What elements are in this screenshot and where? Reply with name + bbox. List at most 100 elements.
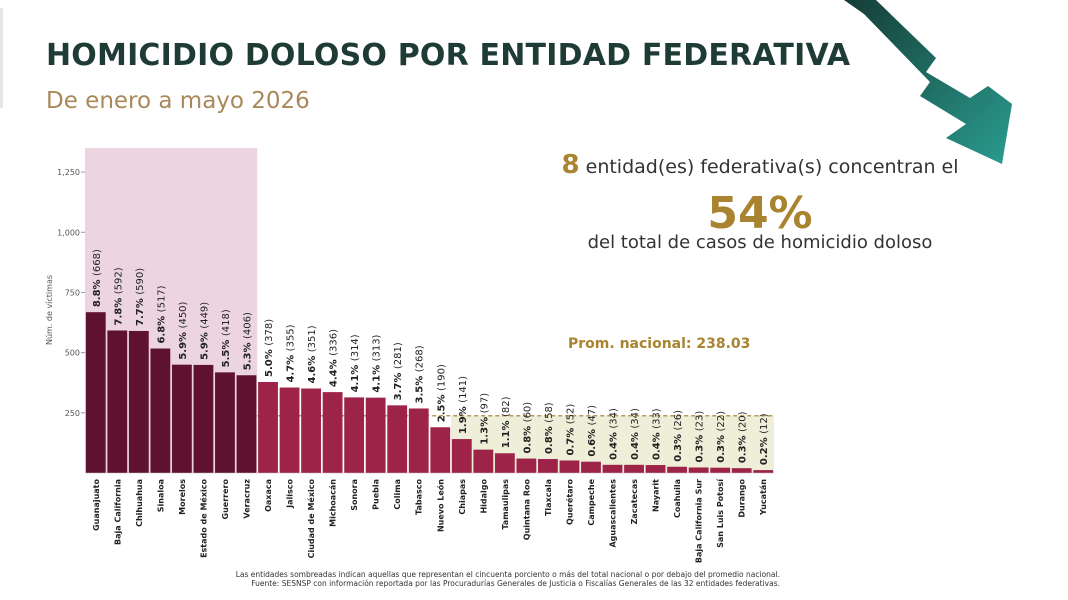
bar xyxy=(236,375,257,473)
data-label-percent: 0.8% xyxy=(544,423,555,454)
data-label-percent: 4.1% xyxy=(372,361,383,392)
data-label-count: (34) xyxy=(609,408,620,429)
bar xyxy=(645,465,666,473)
data-label-count: (355) xyxy=(286,324,297,351)
data-label: 0.8% (58) xyxy=(544,402,555,454)
data-label: 5.5% (418) xyxy=(221,309,232,367)
y-axis-label: Núm. de víctimas xyxy=(45,275,54,345)
bar xyxy=(624,464,644,473)
data-label: 4.6% (351) xyxy=(307,325,318,383)
data-label: 0.8% (60) xyxy=(522,402,533,454)
category-label: Estado de México xyxy=(198,478,208,557)
data-label-count: (281) xyxy=(393,342,404,369)
category-label: Tabasco xyxy=(415,479,424,515)
data-label-count: (406) xyxy=(242,312,253,339)
data-label-percent: 0.2% xyxy=(759,434,770,465)
summary-description: del total de casos de homicidio doloso xyxy=(587,232,933,253)
data-label: 5.3% (406) xyxy=(242,312,253,370)
category-label: San Luis Potosí xyxy=(716,478,725,548)
bar xyxy=(667,466,688,473)
category-label: Baja California xyxy=(113,479,122,545)
bar xyxy=(516,458,537,473)
data-label: 2.5% (190) xyxy=(436,364,447,422)
category-label: Sinaloa xyxy=(156,479,165,512)
page-subtitle: De enero a mayo 2026 xyxy=(46,88,310,114)
footnote-line-1: Las entidades sombreadas indican aquella… xyxy=(235,570,780,579)
left-rule xyxy=(0,8,3,108)
data-label: 8.8% (668) xyxy=(92,249,103,307)
bar xyxy=(559,460,580,473)
category-label: Quintana Roo xyxy=(522,478,531,540)
data-label-count: (592) xyxy=(113,267,124,294)
bar xyxy=(150,348,171,473)
data-label: 1.1% (82) xyxy=(501,396,512,448)
data-label: 5.9% (449) xyxy=(199,302,210,360)
data-label-count: (60) xyxy=(522,402,533,423)
category-label: Hidalgo xyxy=(479,479,488,514)
bar xyxy=(344,397,365,473)
category-label: Campeche xyxy=(587,478,596,525)
summary-line: 8 entidad(es) federativa(s) concentran e… xyxy=(520,150,1000,180)
category-label: Tamaulipas xyxy=(501,479,510,530)
summary-percent: 54% xyxy=(707,188,813,239)
data-label-count: (58) xyxy=(544,402,555,423)
data-label: 4.1% (314) xyxy=(350,334,361,392)
data-label-count: (34) xyxy=(630,408,641,429)
data-label-percent: 5.3% xyxy=(242,339,253,370)
bar xyxy=(688,467,709,473)
category-label: Coahuila xyxy=(673,479,682,518)
data-label: 0.4% (33) xyxy=(652,408,663,460)
data-label: 0.4% (34) xyxy=(630,408,641,460)
data-label-percent: 7.7% xyxy=(135,295,146,326)
data-label-percent: 2.5% xyxy=(436,391,447,422)
data-label-percent: 0.3% xyxy=(695,431,706,462)
data-label: 5.9% (450) xyxy=(178,301,189,359)
data-label: 4.7% (355) xyxy=(286,324,297,382)
data-label-count: (33) xyxy=(652,408,663,429)
y-tick-label: 500 xyxy=(65,349,80,358)
category-label: Morelos xyxy=(178,479,187,515)
y-tick-label: 1,250 xyxy=(57,168,80,177)
category-label: Durango xyxy=(738,479,747,518)
data-label-count: (22) xyxy=(716,411,727,432)
category-label: Colima xyxy=(393,479,402,510)
data-label-percent: 0.3% xyxy=(673,431,684,462)
category-label: Jalisco xyxy=(286,478,295,508)
bar xyxy=(731,468,752,473)
data-label-percent: 3.5% xyxy=(415,372,426,403)
data-label-percent: 0.3% xyxy=(716,431,727,462)
data-label: 0.3% (26) xyxy=(673,410,684,462)
data-label-percent: 5.5% xyxy=(221,336,232,367)
data-label-percent: 3.7% xyxy=(393,369,404,400)
data-label-count: (97) xyxy=(479,393,490,414)
data-label-percent: 4.6% xyxy=(307,352,318,383)
bar xyxy=(215,372,235,473)
data-label-count: (590) xyxy=(135,268,146,295)
category-label: Veracruz xyxy=(242,479,251,519)
bar xyxy=(581,461,601,473)
data-label-count: (314) xyxy=(350,334,361,361)
bar xyxy=(753,470,774,473)
data-label: 3.7% (281) xyxy=(393,342,404,400)
summary-line-text: entidad(es) federativa(s) concentran el xyxy=(585,156,959,178)
data-label: 1.3% (97) xyxy=(479,393,490,445)
data-label-count: (82) xyxy=(501,396,512,417)
category-label: Baja California Sur xyxy=(695,479,704,563)
data-label-percent: 0.4% xyxy=(652,429,663,460)
data-label-count: (268) xyxy=(415,345,426,372)
bar xyxy=(171,364,192,473)
data-label-percent: 0.4% xyxy=(630,429,641,460)
data-label: 0.2% (12) xyxy=(759,413,770,465)
bar xyxy=(408,408,429,473)
footnote: Las entidades sombreadas indican aquella… xyxy=(180,570,780,588)
data-label-percent: 0.8% xyxy=(522,422,533,453)
data-label: 0.3% (23) xyxy=(695,411,706,463)
data-label: 7.7% (590) xyxy=(135,268,146,326)
data-label-count: (668) xyxy=(92,249,103,276)
bar xyxy=(473,449,494,473)
data-label: 0.7% (52) xyxy=(565,404,576,456)
data-label: 5.0% (378) xyxy=(264,319,275,377)
category-label: Querétaro xyxy=(564,479,574,525)
data-label-count: (12) xyxy=(759,413,770,434)
